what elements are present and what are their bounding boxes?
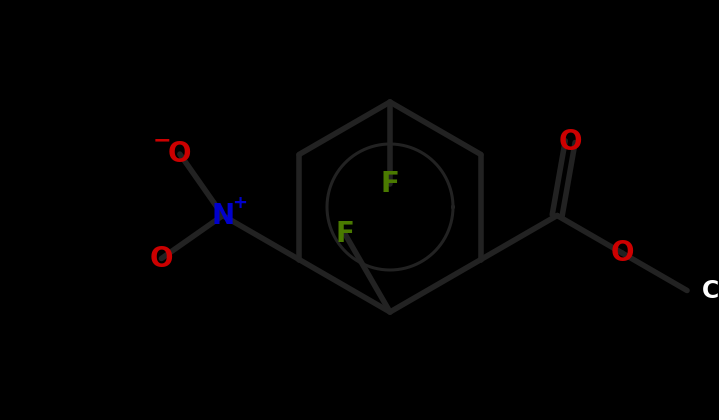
Text: O: O (559, 128, 582, 156)
Text: −: − (152, 130, 171, 150)
Text: F: F (336, 220, 354, 248)
Text: O: O (168, 140, 191, 168)
Text: O: O (610, 239, 634, 267)
Text: O: O (150, 244, 173, 273)
Text: +: + (232, 194, 247, 212)
Text: N: N (211, 202, 234, 229)
Text: F: F (380, 170, 400, 198)
Text: CH₃: CH₃ (702, 278, 719, 302)
